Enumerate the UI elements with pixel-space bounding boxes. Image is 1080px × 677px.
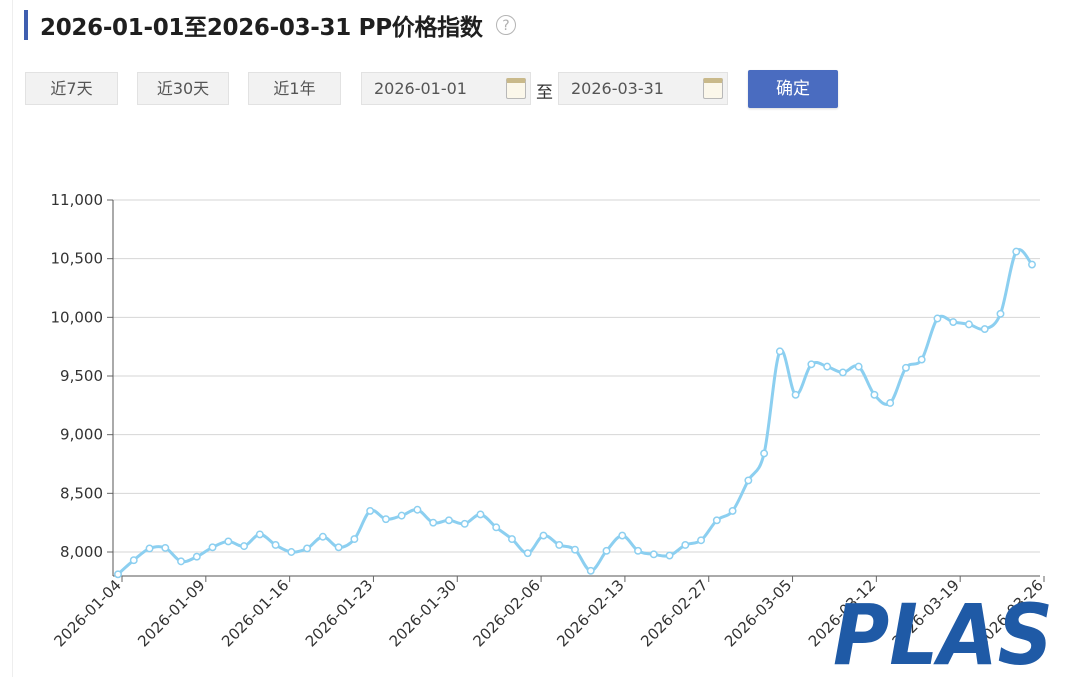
data-point [539,531,548,540]
data-point [965,320,973,329]
end-date-input[interactable]: 2026-03-31 [558,72,728,105]
data-point [949,318,958,326]
title-accent-bar [24,10,28,40]
data-point [1028,260,1036,269]
start-date-input[interactable]: 2026-01-01 [361,72,531,105]
x-tick-label: 2026-01-09 [134,576,208,650]
data-point [397,511,406,520]
end-date-value: 2026-03-31 [571,79,664,98]
data-point [129,556,138,565]
data-point [602,546,611,555]
y-tick-label: 9,000 [60,426,103,444]
axes: 8,000 8,500 9,000 9,500 10,000 10,500 11,000 20… [50,191,1046,650]
question-circle-icon[interactable]: ? [496,15,516,35]
data-point [791,390,800,399]
data-point [996,309,1005,318]
data-point [775,347,784,356]
data-point [886,399,895,407]
data-point [728,506,737,515]
series-line [116,248,1034,576]
data-point [271,541,280,549]
y-tick-label: 10,500 [51,250,104,268]
data-point [318,532,327,541]
data-point [460,519,469,528]
data-point [334,543,343,552]
data-point [145,544,154,553]
data-point [287,548,296,556]
y-tick-label: 9,500 [60,367,103,385]
data-point [681,541,690,549]
data-point [303,544,312,553]
data-point [807,360,816,369]
data-point [744,476,753,485]
range-7-days-button[interactable]: 近7天 [25,72,118,105]
data-point [760,449,769,458]
x-tick-label: 2026-01-16 [218,576,292,650]
y-tick-label: 11,000 [51,191,104,209]
chart-panel [12,0,1080,677]
data-point [1012,247,1021,256]
data-point [350,535,359,544]
y-tick-label: 8,000 [60,543,103,561]
data-point [933,314,942,323]
calendar-icon[interactable] [703,78,723,99]
date-range-separator: 至 [536,83,553,103]
range-30-days-button[interactable]: 近30天 [137,72,229,105]
data-point [492,523,501,532]
start-date-value: 2026-01-01 [374,79,467,98]
data-point [476,510,485,519]
data-point [586,566,595,575]
data-point [980,325,989,334]
data-point [618,531,627,540]
x-tick-label: 2026-01-23 [302,576,376,650]
data-point [161,543,170,552]
data-point [697,536,706,545]
x-tick-label: 2026-02-13 [553,576,627,650]
logo-wordmark: PLAS [833,594,1053,670]
data-point [366,506,375,515]
data-point [508,535,516,544]
series-layer [114,247,1036,579]
range-1-year-button[interactable]: 近1年 [248,72,341,105]
data-point [854,362,863,371]
plas-logo: PLAS [833,594,1053,670]
confirm-button[interactable]: 确定 [748,70,838,108]
data-point [208,543,217,552]
data-point [870,390,879,399]
data-point [823,362,832,371]
data-point [571,545,579,554]
y-tick-label: 10,000 [51,308,104,326]
data-point [712,516,721,525]
data-point [429,518,438,527]
data-point [917,355,926,364]
data-point [444,516,453,525]
y-tick-label: 8,500 [60,484,103,502]
data-point [634,546,642,555]
data-point [649,550,658,559]
data-point [523,549,532,558]
data-point [255,530,264,539]
x-tick-label: 2026-01-30 [386,576,460,650]
x-tick-label: 2026-02-27 [637,576,711,650]
data-point [413,505,422,514]
data-point [838,368,847,377]
data-point [177,557,185,566]
page-title: 2026-01-01至2026-03-31 PP价格指数 [40,15,483,41]
calendar-icon[interactable] [506,78,526,99]
x-tick-label: 2026-01-04 [50,576,124,650]
data-point [381,515,390,524]
data-point [224,537,233,546]
data-point [901,363,910,372]
data-point [192,552,201,561]
data-point [114,570,122,579]
x-tick-label: 2026-02-06 [470,576,544,650]
data-point [665,551,674,560]
x-tick-label: 2026-03-05 [721,576,795,650]
data-point [240,542,249,551]
data-point [555,541,564,549]
